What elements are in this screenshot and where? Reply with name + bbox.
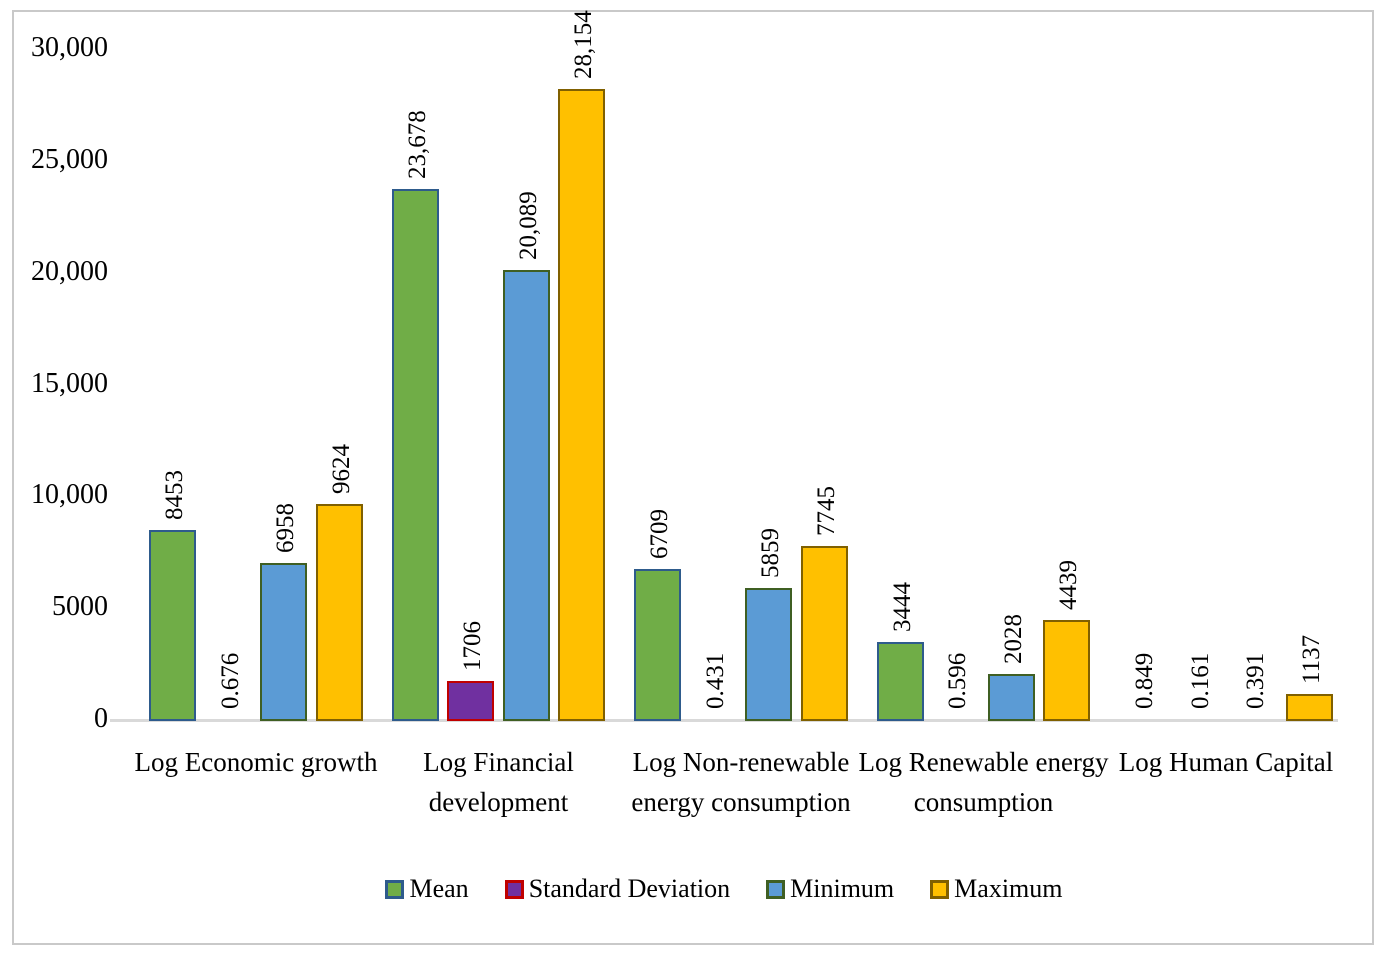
x-category-label: Log Renewable energy consumption: [858, 747, 1109, 817]
x-category-label: Log Non-renewable energy consumption: [631, 747, 851, 817]
legend-label: Maximum: [954, 874, 1063, 903]
bar-value-label: 0.676: [216, 652, 244, 709]
bar-minimum: [260, 563, 308, 721]
bar-value-label: 0.431: [701, 652, 729, 709]
bar-mean: [876, 641, 924, 721]
legend-item-maximum: Maximum: [930, 874, 1063, 904]
x-category-label: Log Human Capital: [1118, 747, 1334, 777]
y-tick-label: 30,000: [31, 32, 108, 63]
legend-swatch-icon: [766, 879, 786, 899]
bar-value-label: 0.391: [1242, 652, 1270, 709]
y-tick-label: 10,000: [31, 479, 108, 511]
bar-value-label: 8453: [161, 469, 189, 520]
legend-item-mean: Mean: [385, 874, 469, 904]
bar-minimum: [745, 587, 793, 721]
y-tick-label: 5000: [52, 591, 108, 623]
bar-minimum: [987, 673, 1035, 721]
legend-label: Minimum: [790, 874, 895, 903]
bar-value-label: 0.161: [1186, 652, 1214, 709]
bar-maximum: [1043, 619, 1091, 721]
bar-value-label: 1706: [459, 620, 487, 671]
legend-item-minimum: Minimum: [766, 874, 894, 904]
bar-value-label: 9624: [327, 443, 355, 494]
legend-item-standard-deviation: Standard Deviation: [504, 874, 731, 904]
legend-label: Mean: [409, 874, 469, 903]
bar-value-label: 0.596: [944, 652, 972, 709]
bar-value-label: 5859: [757, 527, 785, 578]
legend-swatch-icon: [385, 879, 405, 899]
bar-value-label: 2028: [999, 613, 1027, 664]
legend-swatch-icon: [504, 879, 524, 899]
bar-standard-deviation: [447, 680, 495, 721]
bar-maximum: [800, 545, 848, 721]
bar-value-label: 23,678: [403, 110, 431, 180]
bar-value-label: 6709: [646, 508, 674, 559]
x-category-label: Log Economic growth: [134, 747, 378, 777]
y-tick-label: 20,000: [31, 255, 108, 287]
bar-maximum: [315, 503, 363, 721]
legend-label: Standard Deviation: [528, 874, 731, 903]
chart-frame-border: [12, 10, 1374, 945]
bar-value-label: 0.849: [1131, 652, 1159, 709]
bar-value-label: 3444: [888, 581, 916, 632]
x-axis-line: [110, 719, 1338, 722]
bar-mean: [634, 568, 682, 721]
bar-maximum: [1285, 693, 1333, 721]
bar-mean: [149, 529, 197, 721]
y-tick-label: 15,000: [31, 367, 108, 399]
bar-value-label: 7745: [812, 485, 840, 536]
bar-value-label: 28,154: [570, 10, 598, 80]
x-category-label: Log Financial development: [423, 747, 574, 817]
bar-value-label: 1137: [1297, 634, 1325, 684]
legend: Mean Standard Deviation Minimum Maximum: [110, 874, 1338, 904]
bar-value-label: 20,089: [514, 190, 542, 260]
bar-minimum: [502, 269, 550, 721]
y-tick-label: 0: [94, 703, 108, 734]
legend-swatch-icon: [930, 879, 950, 899]
bar-mean: [391, 189, 439, 721]
bar-maximum: [558, 89, 606, 721]
y-tick-label: 25,000: [31, 143, 108, 175]
bar-value-label: 6958: [272, 503, 300, 554]
bar-value-label: 4439: [1055, 559, 1083, 610]
